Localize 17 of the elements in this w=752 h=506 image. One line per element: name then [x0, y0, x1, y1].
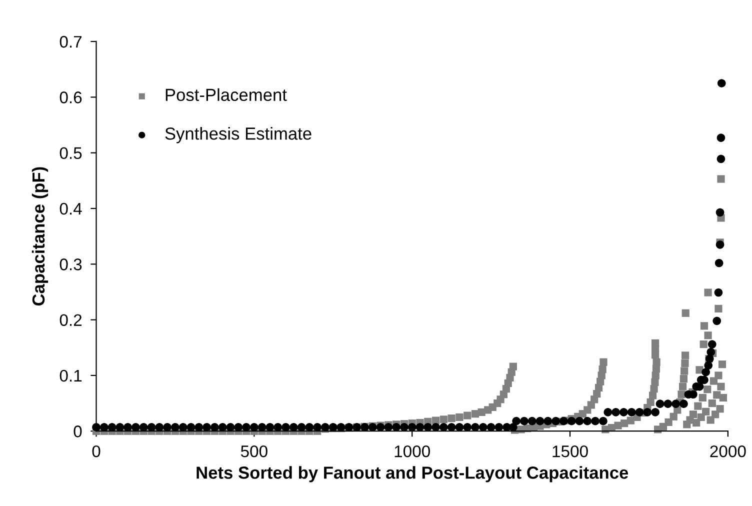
- x-axis-title: Nets Sorted by Fanout and Post-Layout Capacitance: [196, 466, 628, 482]
- x-tick-label: 0: [92, 445, 100, 458]
- x-tick-label: 500: [240, 445, 268, 458]
- y-tick-label: 0.3: [60, 258, 82, 270]
- y-tick-label: 0.5: [60, 147, 82, 160]
- y-tick-label: 0.2: [60, 314, 82, 326]
- y-tick-label: 0: [74, 426, 82, 438]
- y-tick-label: 0.6: [60, 92, 82, 104]
- y-tick-label: 0.7: [60, 36, 82, 48]
- legend-label: Synthesis Estimate: [165, 127, 312, 144]
- x-tick-label: 1000: [394, 445, 430, 458]
- x-tick-label: 2000: [710, 445, 746, 458]
- y-tick-label: 0.1: [60, 370, 82, 382]
- legend-label: Post-Placement: [166, 88, 287, 102]
- y-axis-title: Capacitance (pF): [32, 167, 48, 306]
- y-tick-label: 0.4: [60, 202, 82, 215]
- x-tick-label: 1500: [552, 445, 588, 458]
